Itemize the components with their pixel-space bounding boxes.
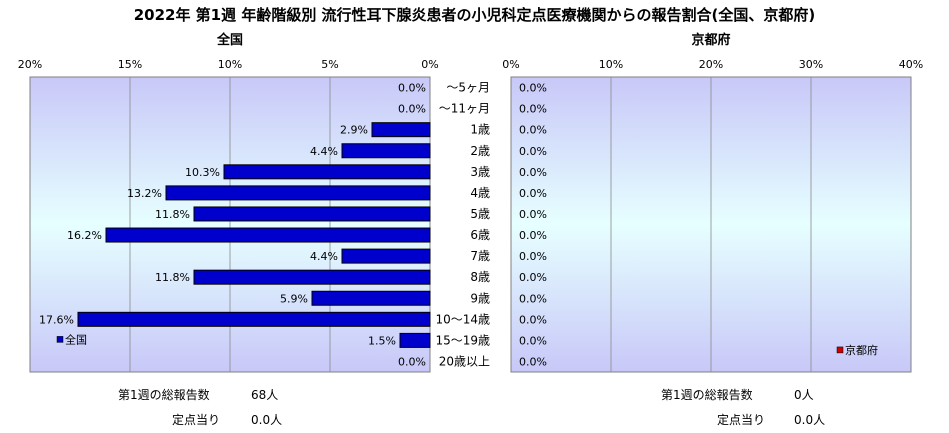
category-label: ～5ヶ月 [446,81,490,95]
kyoto-data-label: 0.0% [519,292,547,305]
kyoto-data-label: 0.0% [519,271,547,284]
national-data-label: 2.9% [340,124,368,137]
kyoto-total-value: 0人 [794,388,814,402]
kyoto-per-label: 定点当り [717,413,766,427]
national-bar [341,248,431,264]
national-data-label: 1.5% [368,334,396,347]
national-data-label: 0.0% [398,82,426,95]
kyoto-data-label: 0.0% [519,82,547,95]
category-label: 20歳以上 [439,354,490,368]
kyoto-data-label: 0.0% [519,355,547,368]
national-data-label: 13.2% [127,187,162,200]
national-chart-title: 全国 [216,32,243,48]
kyoto-data-label: 0.0% [519,313,547,326]
category-label: ～11ヶ月 [439,102,490,116]
national-data-label: 10.3% [185,166,220,179]
national-bar [193,206,431,222]
kyoto-chart-title: 京都府 [691,32,730,48]
kyoto-per-value: 0.0人 [794,413,826,427]
national-data-label: 16.2% [67,229,102,242]
category-label: 5歳 [470,207,490,221]
kyoto-data-label: 0.0% [519,187,547,200]
national-data-label: 11.8% [155,208,190,221]
national-bar [399,332,431,348]
kyoto-total-label: 第1週の総報告数 [661,388,753,402]
kyoto-data-label: 0.0% [519,208,547,221]
national-bar [223,164,431,180]
national-total-value: 68人 [251,388,279,402]
kyoto-data-label: 0.0% [519,166,547,179]
national-per-label: 定点当り [172,413,221,427]
category-label: 10～14歳 [435,312,490,326]
national-data-label: 0.0% [398,355,426,368]
national-data-label: 0.0% [398,103,426,116]
national-data-label: 5.9% [280,292,308,305]
national-bar [311,290,431,306]
category-label: 2歳 [470,144,490,158]
kyoto-x-tick-label: 30% [799,58,823,71]
kyoto-x-tick-label: 0% [502,58,519,71]
national-x-tick-label: 10% [218,58,242,71]
kyoto-chart: 0% 10% 20% 30% 40% 京都府 0.0% 0.0% 0.0% 0.0% 0.0% 0.0… [502,32,923,373]
category-labels: ～5ヶ月 ～11ヶ月 1歳 2歳 3歳 4歳 5歳 6歳 7歳 8歳 9歳 10～14歳 15～19歳 2… [435,81,490,369]
category-label: 8歳 [470,270,490,284]
national-x-tick-label: 15% [118,58,142,71]
national-legend-label: 全国 [65,332,87,346]
national-data-label: 4.4% [310,145,338,158]
national-x-tick-label: 5% [321,58,338,71]
kyoto-data-label: 0.0% [519,145,547,158]
national-bar [105,227,431,243]
category-label: 15～19歳 [435,333,490,347]
kyoto-data-label: 0.0% [519,334,547,347]
national-total-label: 第1週の総報告数 [118,388,210,402]
national-x-tick-label: 20% [18,58,42,71]
national-chart: 20% 15% 10% 5% 0%全国0.0%0.0%2.9%4.4%10.3%13.2… [18,32,439,373]
kyoto-x-tick-label: 10% [599,58,623,71]
category-label: 1歳 [470,123,490,137]
kyoto-data-label: 0.0% [519,250,547,263]
national-data-label: 17.6% [39,313,74,326]
national-data-label: 11.8% [155,271,190,284]
national-legend-swatch [56,336,64,343]
kyoto-data-label: 0.0% [519,103,547,116]
national-bar [371,122,431,138]
national-x-tick-label: 0% [421,58,438,71]
category-label: 4歳 [470,186,490,200]
national-data-label: 4.4% [310,250,338,263]
category-label: 3歳 [470,165,490,179]
category-label: 7歳 [470,249,490,263]
national-bar [165,185,431,201]
national-bar [77,311,431,327]
kyoto-legend-label: 京都府 [845,343,878,357]
national-per-value: 0.0人 [251,413,283,427]
category-label: 6歳 [470,228,490,242]
national-bar [341,143,431,159]
kyoto-x-tick-label: 40% [899,58,923,71]
chart-title: 2022年 第1週 年齢階級別 流行性耳下腺炎患者の小児科定点医療機関からの報告… [133,6,816,24]
kyoto-legend-swatch [836,346,844,354]
national-bar [193,269,431,285]
chart-area: 20% 15% 10% 5% 0%全国0.0%0.0%2.9%4.4%10.3%13.2… [18,32,923,373]
kyoto-data-label: 0.0% [519,124,547,137]
kyoto-x-tick-label: 20% [699,58,723,71]
kyoto-data-label: 0.0% [519,229,547,242]
category-label: 9歳 [470,291,490,305]
